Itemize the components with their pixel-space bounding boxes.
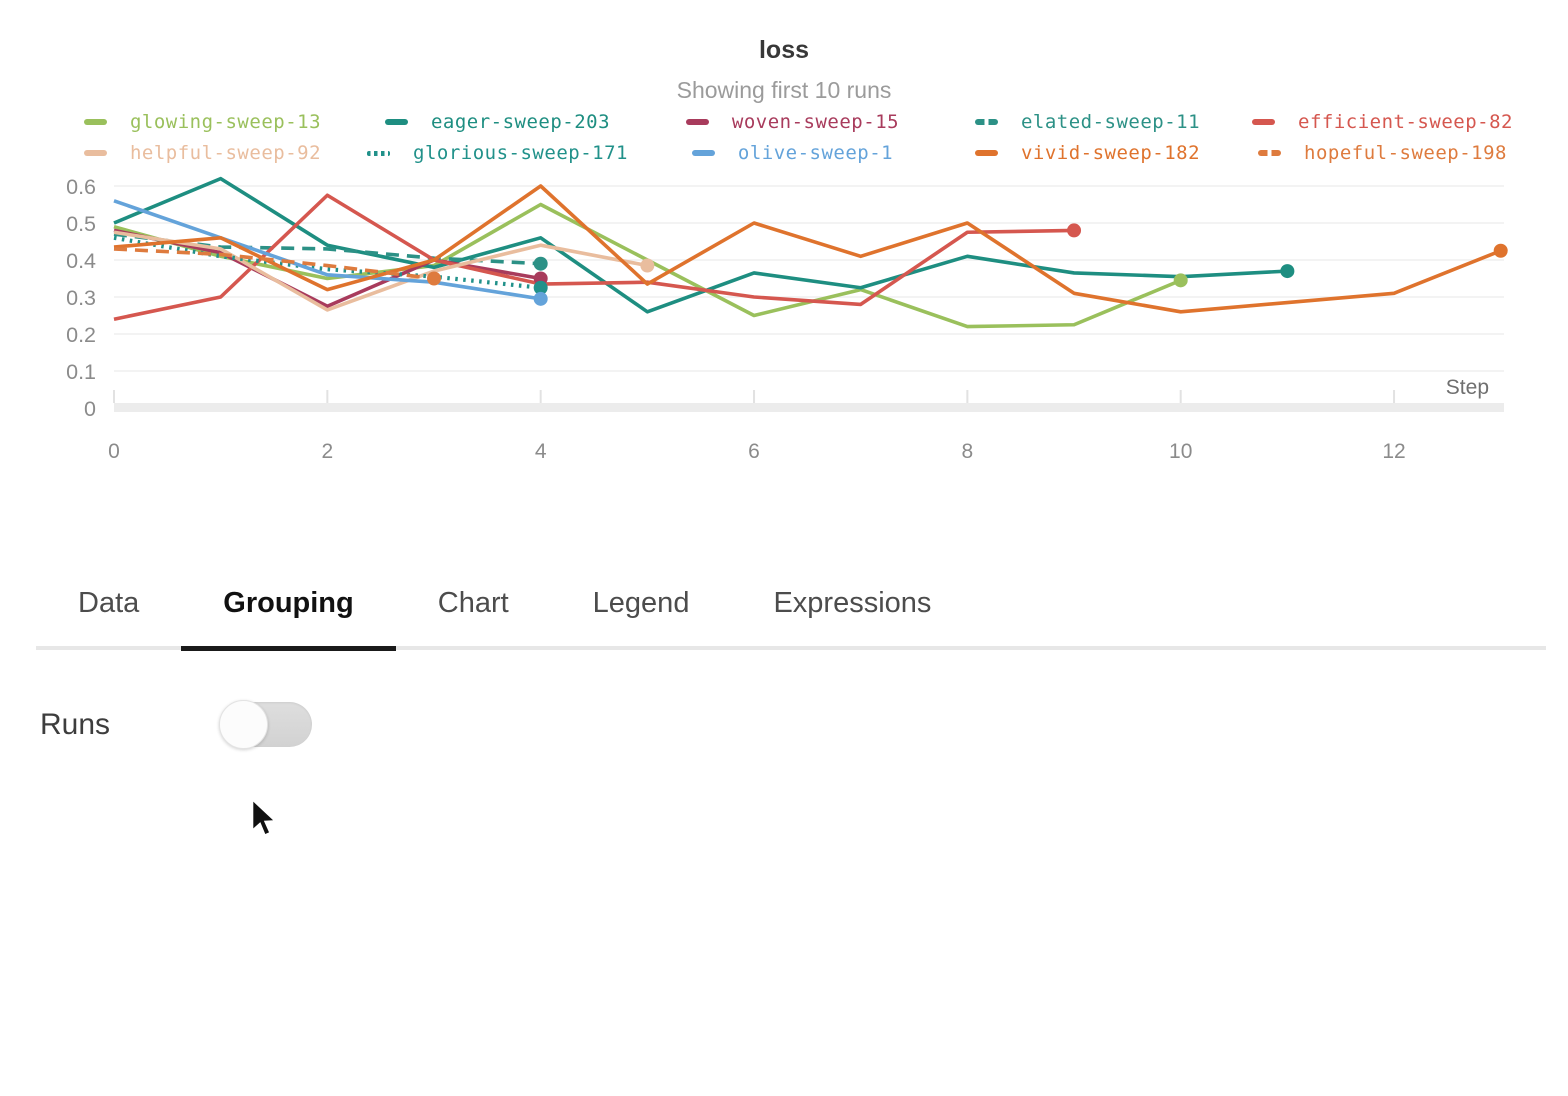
y-tick-label: 0.3 (66, 286, 96, 310)
legend-item-elated-sweep-11[interactable]: elated-sweep-11 (940, 107, 1235, 137)
legend-swatch-dotted (367, 150, 391, 156)
y-tick-label: 0.4 (66, 249, 96, 273)
y-tick-label: 0.2 (66, 323, 96, 347)
chart-subtitle: Showing first 10 runs (676, 77, 892, 103)
legend-run-name: efficient-sweep-82 (1298, 111, 1513, 133)
tab-data-label: Data (78, 586, 140, 619)
x-tick-label: 2 (321, 440, 333, 463)
chart-legend: glowing-sweep-13 eager-sweep-203 woven-swe… (55, 107, 1530, 168)
run-line-olive-sweep-1 (113, 199, 541, 301)
run-end-dot-helpful-sweep-92 (640, 258, 655, 273)
run-line-hopeful-sweep-198 (113, 247, 435, 281)
run-end-dot-eager-sweep-203 (1280, 264, 1295, 279)
run-line-helpful-sweep-92 (113, 230, 648, 312)
run-line-eager-sweep-203 (113, 176, 1288, 314)
legend-swatch-solid (1252, 119, 1276, 125)
legend-run-name: woven-sweep-15 (731, 111, 900, 133)
y-tick-label: 0.6 (66, 175, 96, 199)
legend-run-name: vivid-sweep-182 (1020, 142, 1201, 164)
line-chart[interactable]: 0 2 4 6 8 10 12 0 0.1 0.2 0.3 0.4 0.5 0.6 Step (0, 0, 1568, 480)
legend-item-eager-sweep-203[interactable]: eager-sweep-203 (350, 107, 645, 137)
tab-chart[interactable]: Chart (396, 560, 551, 646)
legend-run-name: hopeful-sweep-198 (1304, 142, 1507, 164)
legend-swatch-solid (685, 119, 709, 125)
legend-run-name: helpful-sweep-92 (129, 142, 322, 164)
run-end-dot-hopeful-sweep-198 (427, 271, 442, 286)
run-end-dot-glorious-sweep-171 (533, 280, 548, 295)
y-tick-label: 0.5 (66, 212, 96, 236)
y-tick-label: 0 (84, 397, 96, 421)
run-end-dot-elated-sweep-11 (533, 256, 548, 271)
run-line-glorious-sweep-171 (113, 235, 541, 290)
toggle-knob[interactable] (219, 700, 268, 749)
legend-swatch-solid (83, 150, 107, 156)
x-tick-label: 6 (748, 440, 760, 463)
legend-item-glorious-sweep-171[interactable]: glorious-sweep-171 (350, 138, 645, 168)
legend-run-name: olive-sweep-1 (737, 142, 894, 164)
run-end-dot-olive-sweep-1 (533, 291, 548, 306)
x-tick-label: 0 (108, 440, 120, 463)
legend-run-name: glorious-sweep-171 (413, 142, 628, 164)
legend-run-name: eager-sweep-203 (430, 111, 611, 133)
legend-item-olive-sweep-1[interactable]: olive-sweep-1 (645, 138, 940, 168)
tab-legend[interactable]: Legend (551, 560, 732, 646)
runs-label: Runs (40, 708, 111, 741)
x-axis-title: Step (1446, 376, 1489, 399)
legend-swatch-solid (83, 119, 107, 125)
tab-grouping[interactable]: Grouping (181, 560, 397, 651)
legend-item-vivid-sweep-182[interactable]: vivid-sweep-182 (940, 138, 1235, 168)
run-line-efficient-sweep-82 (113, 193, 1075, 321)
legend-item-helpful-sweep-92[interactable]: helpful-sweep-92 (55, 138, 350, 168)
tab-legend-label: Legend (592, 586, 690, 619)
x-tick-label: 4 (535, 440, 547, 463)
legend-item-hopeful-sweep-198[interactable]: hopeful-sweep-198 (1235, 138, 1530, 168)
mouse-cursor-icon (251, 798, 278, 837)
x-tick-label: 10 (1169, 440, 1192, 463)
x-axis-line (114, 403, 1504, 412)
legend-swatch-solid (691, 150, 715, 156)
run-end-dot-efficient-sweep-82 (1067, 223, 1082, 238)
tab-chart-label: Chart (437, 586, 509, 619)
x-tick-label: 12 (1382, 440, 1405, 463)
tab-grouping-label: Grouping (223, 586, 354, 619)
panel-settings-tab-bar: Data Grouping Chart Legend Expressions (36, 560, 1546, 651)
run-end-dot-vivid-sweep-182 (1493, 243, 1508, 258)
x-tick-label: 8 (962, 440, 974, 463)
tab-data[interactable]: Data (36, 560, 181, 646)
legend-swatch-solid (384, 119, 408, 125)
legend-swatch-dashed (974, 119, 998, 125)
legend-run-name: elated-sweep-11 (1020, 111, 1201, 133)
run-end-dot-glowing-sweep-13 (1173, 273, 1188, 288)
legend-run-name: glowing-sweep-13 (129, 111, 322, 133)
tab-expressions-label: Expressions (773, 586, 932, 619)
legend-swatch-solid (974, 150, 998, 156)
legend-item-glowing-sweep-13[interactable]: glowing-sweep-13 (55, 107, 350, 137)
run-line-vivid-sweep-182 (113, 184, 1502, 314)
runs-group-toggle[interactable] (219, 700, 312, 749)
y-tick-label: 0.1 (66, 360, 96, 384)
run-line-woven-sweep-15 (113, 228, 541, 309)
chart-title: loss (758, 36, 810, 64)
legend-item-woven-sweep-15[interactable]: woven-sweep-15 (645, 107, 940, 137)
tab-expressions[interactable]: Expressions (731, 560, 973, 646)
legend-item-efficient-sweep-82[interactable]: efficient-sweep-82 (1235, 107, 1530, 137)
legend-swatch-dashed (1258, 150, 1282, 156)
